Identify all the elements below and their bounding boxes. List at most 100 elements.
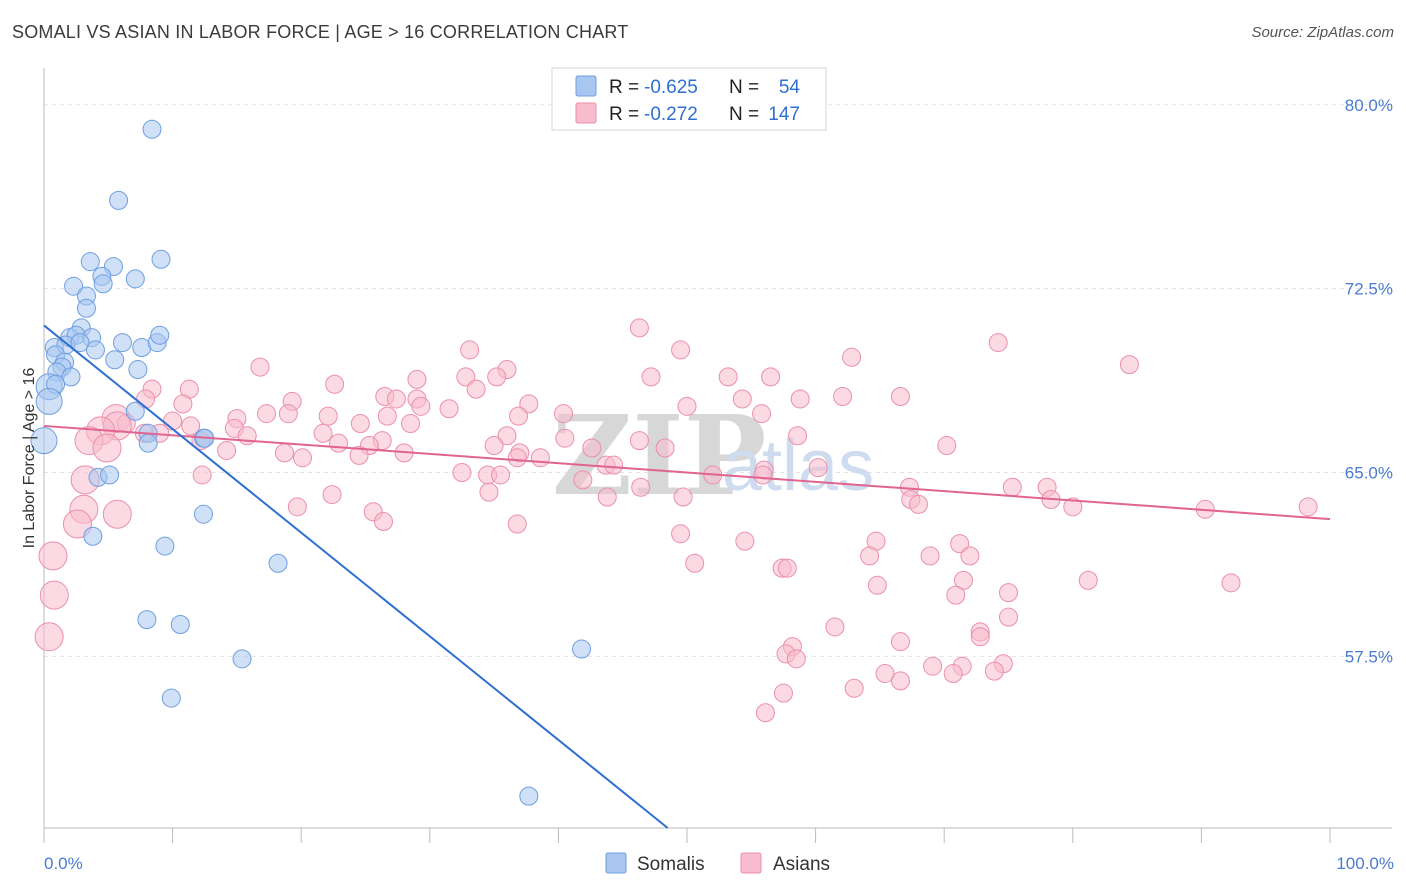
y-tick-labels: 57.5% 65.0% 72.5% 80.0%: [1345, 96, 1393, 667]
data-point: [554, 404, 574, 424]
data-point: [631, 477, 651, 497]
data-point: [673, 487, 693, 507]
data-point: [268, 553, 288, 573]
y-tick-label: 72.5%: [1345, 280, 1393, 299]
data-point: [322, 485, 342, 505]
chart-source: Source: ZipAtlas.com: [1251, 24, 1394, 41]
data-point: [318, 406, 338, 426]
legend-n-label-2: N =: [729, 104, 759, 125]
data-point: [85, 340, 105, 360]
data-point: [192, 465, 212, 485]
data-point: [629, 318, 649, 338]
data-point: [677, 396, 697, 416]
data-point: [999, 583, 1018, 603]
data-point: [35, 387, 63, 415]
asians-trend-line: [43, 424, 1331, 521]
data-point: [844, 678, 864, 698]
legend-n-value-somalis: 54: [779, 77, 801, 98]
data-point: [460, 340, 480, 360]
data-point: [732, 389, 752, 409]
data-point: [1119, 355, 1139, 375]
legend-n-label-1: N =: [729, 77, 759, 98]
data-point: [150, 325, 170, 345]
data-point: [788, 426, 808, 446]
legend-r-label-2: R =: [609, 104, 639, 125]
data-point: [112, 333, 132, 353]
data-point: [988, 333, 1008, 353]
data-point: [1298, 497, 1318, 517]
data-point: [377, 406, 397, 426]
legend-swatch-somalis-bottom: [605, 852, 627, 874]
data-point: [507, 514, 527, 534]
data-point: [923, 656, 943, 676]
data-point: [193, 504, 213, 524]
data-point: [1221, 573, 1241, 593]
data-point: [92, 433, 122, 463]
somalis-trend-line: [43, 324, 669, 829]
data-point: [232, 649, 252, 669]
y-tick-label: 57.5%: [1345, 647, 1393, 666]
data-point: [519, 394, 539, 414]
data-point: [61, 367, 81, 387]
data-point: [825, 617, 845, 637]
data-point: [860, 546, 880, 566]
legend-label-somalis: Somalis: [637, 854, 705, 875]
data-point: [943, 664, 963, 684]
data-point: [970, 627, 990, 647]
data-point: [374, 512, 394, 532]
data-point: [100, 465, 120, 485]
data-point: [173, 394, 193, 414]
x-tick-label-min: 0.0%: [44, 854, 83, 873]
data-point: [62, 509, 92, 539]
data-point: [946, 585, 966, 605]
data-point: [573, 470, 593, 490]
y-tick-label: 80.0%: [1345, 96, 1393, 115]
data-point: [890, 387, 910, 407]
y-tick-label: 65.0%: [1345, 464, 1393, 483]
data-point: [38, 541, 68, 571]
data-point: [83, 526, 103, 546]
data-point: [30, 427, 58, 455]
data-point: [685, 553, 705, 573]
legend-r-value-asians: -0.272: [644, 104, 698, 125]
data-point: [890, 632, 910, 652]
data-point: [256, 404, 276, 424]
data-point: [76, 298, 96, 318]
data-point: [890, 671, 910, 691]
data-point: [604, 455, 624, 475]
data-point: [753, 465, 773, 485]
data-point: [313, 423, 333, 443]
data-point: [833, 387, 853, 407]
data-point: [509, 406, 529, 426]
data-point: [555, 428, 575, 448]
data-point: [597, 487, 617, 507]
legend-swatch-somalis: [575, 75, 597, 97]
data-point: [181, 416, 201, 436]
data-point: [937, 436, 957, 456]
data-point: [755, 703, 775, 723]
data-point: [671, 340, 691, 360]
data-point: [808, 458, 828, 478]
data-point: [128, 360, 148, 380]
data-point: [70, 333, 90, 353]
data-point: [102, 499, 132, 529]
y-axis-label: In Labor Force | Age > 16: [21, 368, 38, 549]
data-point: [34, 622, 64, 652]
data-point: [155, 536, 175, 556]
data-point: [274, 443, 294, 463]
data-point: [487, 367, 507, 387]
correlation-legend: R = -0.625 N = 54 R = -0.272 N = 147: [551, 67, 827, 131]
data-point: [786, 649, 806, 669]
data-point: [287, 497, 307, 517]
data-point: [161, 688, 181, 708]
data-point: [217, 440, 237, 460]
data-point: [842, 347, 862, 367]
x-axis-ticks: [43, 828, 1331, 843]
gridlines: [44, 104, 1392, 657]
data-point: [386, 389, 406, 409]
data-point: [530, 448, 550, 468]
data-point: [350, 413, 370, 433]
data-point: [80, 252, 100, 272]
data-point: [875, 664, 895, 684]
